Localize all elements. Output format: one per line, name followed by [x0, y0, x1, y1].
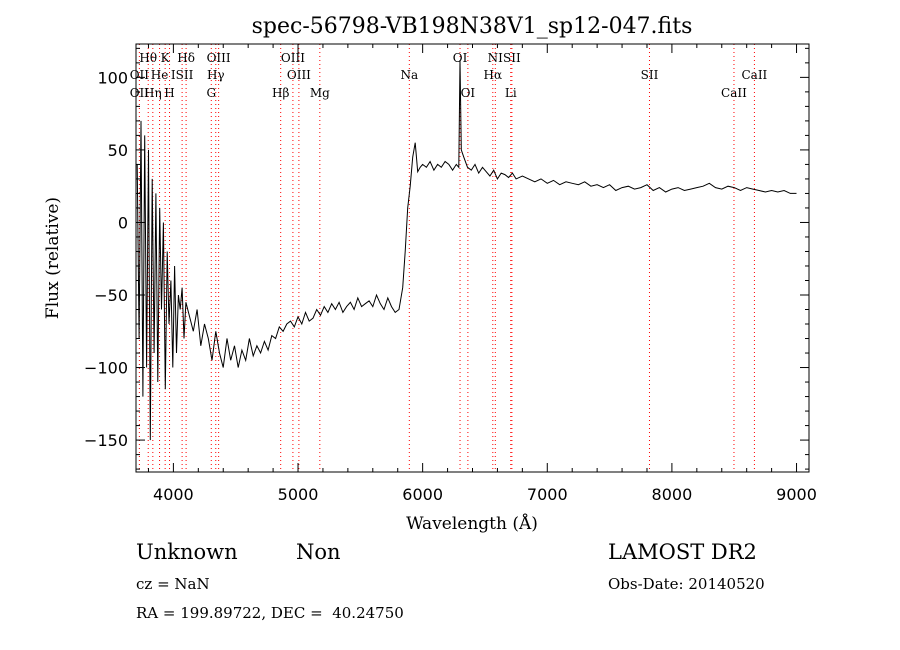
spectrum-series-line: [136, 59, 797, 441]
survey-name: LAMOST DR2: [608, 540, 757, 564]
x-tick-label-4000: 4000: [153, 485, 194, 504]
line-label-18: Hη: [144, 86, 162, 100]
y-tick-label--50: −50: [94, 286, 128, 305]
line-label-15: SII: [641, 68, 659, 82]
coordinates-text: RA = 199.89722, DEC = 40.24750: [136, 604, 404, 622]
observation-date: Obs-Date: 20140520: [608, 575, 765, 593]
x-tick-label-6000: 6000: [402, 485, 443, 504]
line-label-14: Hα: [484, 68, 503, 82]
x-tick-label-9000: 9000: [776, 485, 817, 504]
y-tick-label-0: 0: [118, 213, 128, 232]
line-label-0: Hθ: [139, 51, 157, 65]
line-label-3: OIII: [207, 51, 231, 65]
line-label-1: K: [161, 51, 171, 65]
line-label-20: G: [206, 86, 216, 100]
line-label-4: OIII: [281, 51, 305, 65]
x-tick-label-8000: 8000: [652, 485, 693, 504]
x-tick-label-7000: 7000: [527, 485, 568, 504]
chart-title: spec-56798-VB198N38V1_sp12-047.fits: [252, 14, 693, 39]
line-label-9: He: [151, 68, 169, 82]
x-axis-label: Wavelength (Å): [406, 513, 538, 534]
x-tick-label-5000: 5000: [278, 485, 319, 504]
y-tick-label--150: −150: [84, 431, 128, 450]
line-label-12: OIII: [287, 68, 311, 82]
y-tick-label-100: 100: [97, 68, 128, 87]
line-label-6: NI: [488, 51, 504, 65]
y-axis-label: Flux (relative): [43, 197, 63, 319]
plot-frame: [135, 43, 810, 473]
y-tick-label--100: −100: [84, 359, 128, 378]
line-label-10: ISII: [171, 68, 194, 82]
line-label-8: OII: [130, 68, 150, 82]
line-label-24: Li: [505, 86, 517, 100]
object-subclass: Non: [296, 540, 341, 564]
line-label-23: OI: [461, 86, 476, 100]
y-tick-label-50: 50: [108, 141, 128, 160]
object-class: Unknown: [136, 540, 238, 564]
line-label-17: OII: [130, 86, 150, 100]
line-label-22: Mg: [310, 86, 330, 100]
line-label-5: OI: [453, 51, 468, 65]
line-label-7: SII: [503, 51, 521, 65]
line-label-13: Na: [400, 68, 418, 82]
y-axis: −150 −100 −50 0 50 100: [84, 47, 809, 470]
x-axis: 4000 5000 6000 7000 8000 9000: [147, 44, 817, 504]
line-label-19: H: [164, 86, 174, 100]
line-label-21: Hβ: [272, 86, 289, 100]
line-label-2: Hδ: [177, 51, 195, 65]
spectral-line-markers: [138, 44, 755, 472]
line-label-11: Hγ: [207, 68, 225, 82]
line-label-25: CaII: [721, 86, 747, 100]
redshift-text: cz = NaN: [136, 575, 210, 593]
line-label-16: CaII: [741, 68, 767, 82]
